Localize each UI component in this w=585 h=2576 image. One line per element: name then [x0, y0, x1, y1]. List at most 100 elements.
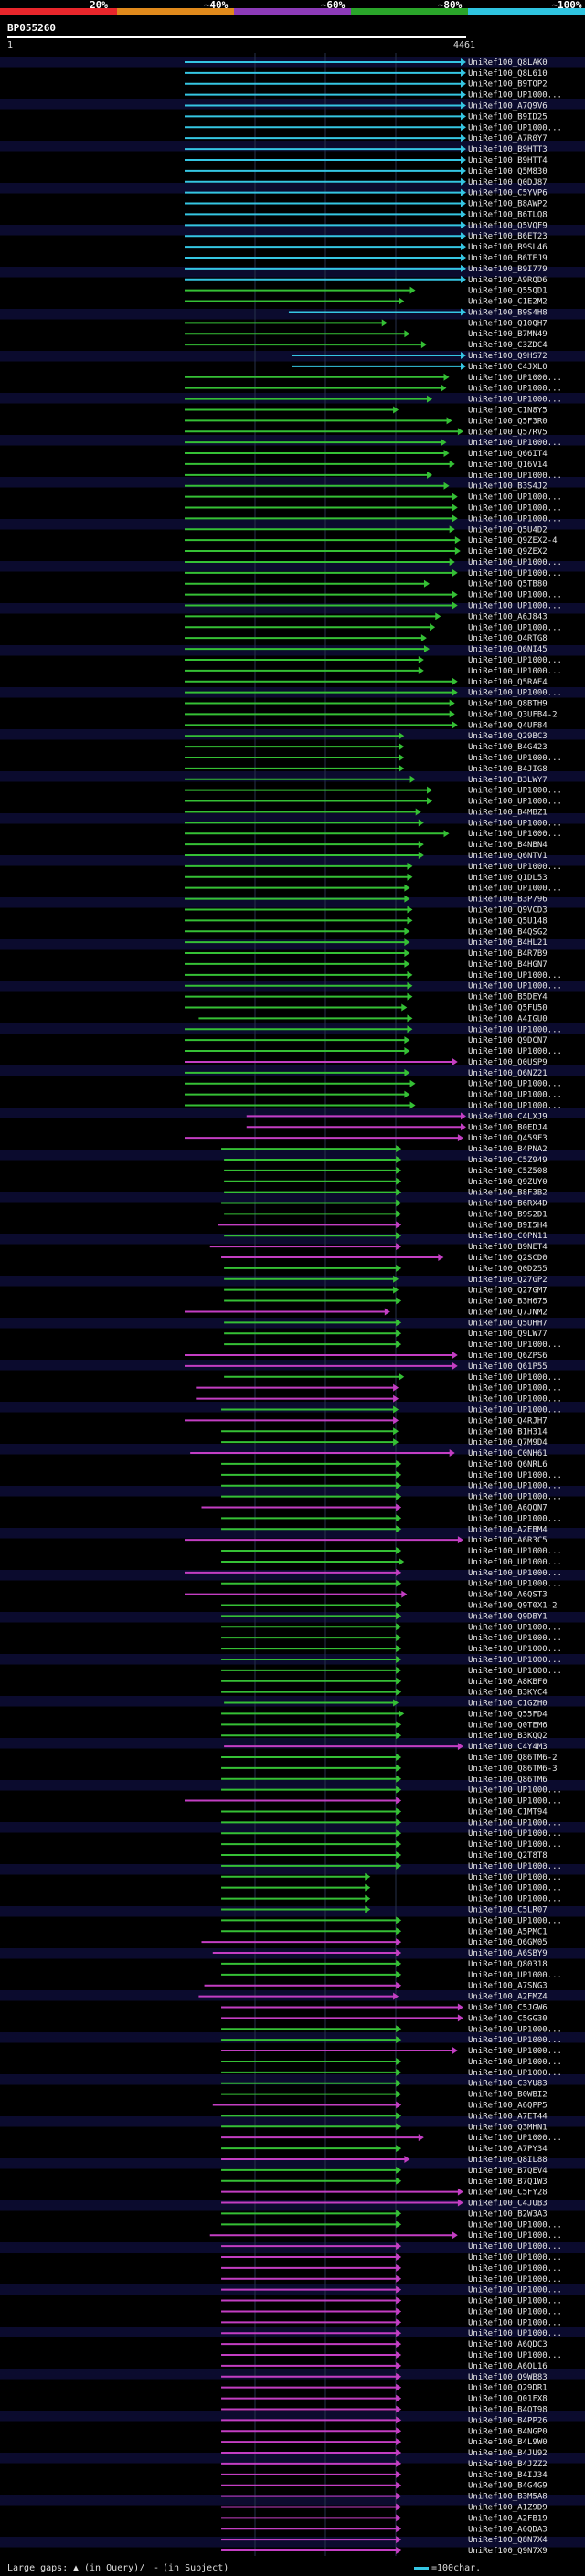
hit-label[interactable]: UniRef100_Q5M830: [468, 167, 548, 176]
hit-label[interactable]: UniRef100_B9SL46: [468, 243, 548, 252]
hit-label[interactable]: UniRef100_B4NGP0: [468, 2427, 548, 2436]
hit-label[interactable]: UniRef100_UP1000...: [468, 2286, 562, 2295]
hit-label[interactable]: UniRef100_Q66IT4: [468, 450, 548, 459]
hit-label[interactable]: UniRef100_C0NH61: [468, 1449, 548, 1458]
hit-label[interactable]: UniRef100_UP1000...: [468, 982, 562, 991]
hit-label[interactable]: UniRef100_B4MBZ1: [468, 808, 548, 817]
hit-label[interactable]: UniRef100_A2FMZ4: [468, 1993, 548, 2002]
hit-label[interactable]: UniRef100_B3S4J2: [468, 482, 548, 492]
hit-label[interactable]: UniRef100_Q8BTH9: [468, 700, 548, 709]
hit-label[interactable]: UniRef100_B4NBN4: [468, 841, 548, 850]
hit-label[interactable]: UniRef100_Q5U148: [468, 917, 548, 926]
hit-label[interactable]: UniRef100_B3H675: [468, 1298, 548, 1307]
hit-label[interactable]: UniRef100_Q10QH7: [468, 319, 548, 328]
hit-label[interactable]: UniRef100_C0PN11: [468, 1232, 548, 1241]
hit-label[interactable]: UniRef100_Q2SCD0: [468, 1254, 548, 1263]
hit-label[interactable]: UniRef100_B3LWY7: [468, 776, 548, 785]
hit-label[interactable]: UniRef100_UP1000...: [468, 2318, 562, 2327]
hit-label[interactable]: UniRef100_Q1DL53: [468, 874, 548, 883]
hit-label[interactable]: UniRef100_A6QL16: [468, 2362, 548, 2371]
hit-label[interactable]: UniRef100_Q6NI45: [468, 645, 548, 654]
hit-label[interactable]: UniRef100_Q6ZPS6: [468, 1352, 548, 1361]
hit-label[interactable]: UniRef100_B7QEV4: [468, 2167, 548, 2176]
hit-label[interactable]: UniRef100_UP1000...: [468, 91, 562, 101]
hit-label[interactable]: UniRef100_B3KYC4: [468, 1689, 548, 1698]
hit-label[interactable]: UniRef100_UP1000...: [468, 1971, 562, 1980]
hit-label[interactable]: UniRef100_B8AWP2: [468, 200, 548, 209]
hit-label[interactable]: UniRef100_UP1000...: [468, 1916, 562, 1925]
hit-label[interactable]: UniRef100_Q01FX8: [468, 2395, 548, 2404]
hit-label[interactable]: UniRef100_A7ET44: [468, 2112, 548, 2121]
hit-label[interactable]: UniRef100_UP1000...: [468, 1623, 562, 1632]
hit-label[interactable]: UniRef100_B5DEY4: [468, 993, 548, 1002]
hit-label[interactable]: UniRef100_UP1000...: [468, 1829, 562, 1839]
hit-label[interactable]: UniRef100_UP1000...: [468, 1091, 562, 1100]
hit-label[interactable]: UniRef100_Q9ZEX2-4: [468, 536, 558, 546]
hit-label[interactable]: UniRef100_Q86TM6: [468, 1776, 548, 1785]
hit-label[interactable]: UniRef100_Q5VQF9: [468, 221, 548, 230]
hit-label[interactable]: UniRef100_A9RQD6: [468, 276, 548, 285]
hit-label[interactable]: UniRef100_UP1000...: [468, 1471, 562, 1480]
hit-label[interactable]: UniRef100_B9S2D1: [468, 1210, 548, 1219]
hit-label[interactable]: UniRef100_A7R0Y7: [468, 134, 548, 143]
hit-label[interactable]: UniRef100_Q27GM7: [468, 1287, 548, 1296]
hit-label[interactable]: UniRef100_UP1000...: [468, 1493, 562, 1502]
hit-label[interactable]: UniRef100_A2FB19: [468, 2514, 548, 2523]
hit-label[interactable]: UniRef100_A6SBY9: [468, 1949, 548, 1958]
hit-label[interactable]: UniRef100_C5JGW6: [468, 2003, 548, 2012]
hit-label[interactable]: UniRef100_B6TLQ8: [468, 210, 548, 219]
hit-label[interactable]: UniRef100_UP1000...: [468, 1514, 562, 1523]
hit-label[interactable]: UniRef100_Q5U4D2: [468, 525, 548, 535]
hit-label[interactable]: UniRef100_Q8L610: [468, 69, 548, 79]
hit-label[interactable]: UniRef100_B9HTT4: [468, 156, 548, 165]
hit-label[interactable]: UniRef100_Q55QD1: [468, 287, 548, 296]
hit-label[interactable]: UniRef100_Q8N7X4: [468, 2536, 548, 2545]
hit-label[interactable]: UniRef100_Q5FU50: [468, 1003, 548, 1012]
hit-label[interactable]: UniRef100_UP1000...: [468, 2297, 562, 2306]
hit-label[interactable]: UniRef100_UP1000...: [468, 2253, 562, 2263]
hit-label[interactable]: UniRef100_UP1000...: [468, 2329, 562, 2338]
hit-label[interactable]: UniRef100_C1N8Y5: [468, 406, 548, 415]
hit-label[interactable]: UniRef100_UP1000...: [468, 2069, 562, 2078]
hit-label[interactable]: UniRef100_UP1000...: [468, 2134, 562, 2143]
hit-label[interactable]: UniRef100_B4JU92: [468, 2449, 548, 2458]
hit-label[interactable]: UniRef100_Q6NRL6: [468, 1460, 548, 1469]
hit-label[interactable]: UniRef100_B4HGN7: [468, 960, 548, 970]
hit-label[interactable]: UniRef100_Q86TM6-3: [468, 1765, 558, 1774]
hit-label[interactable]: UniRef100_B9TOP2: [468, 80, 548, 90]
hit-label[interactable]: UniRef100_B4QT98: [468, 2405, 548, 2414]
hit-label[interactable]: UniRef100_UP1000...: [468, 1384, 562, 1394]
hit-label[interactable]: UniRef100_UP1000...: [468, 591, 562, 600]
hit-label[interactable]: UniRef100_UP1000...: [468, 385, 562, 394]
hit-label[interactable]: UniRef100_B4R7B9: [468, 949, 548, 959]
hit-label[interactable]: UniRef100_UP1000...: [468, 396, 562, 405]
hit-label[interactable]: UniRef100_UP1000...: [468, 1047, 562, 1056]
hit-label[interactable]: UniRef100_A1Z9D9: [468, 2503, 548, 2512]
hit-label[interactable]: UniRef100_UP1000...: [468, 667, 562, 676]
hit-label[interactable]: UniRef100_A6QST3: [468, 1591, 548, 1600]
hit-label[interactable]: UniRef100_UP1000...: [468, 2047, 562, 2056]
hit-label[interactable]: UniRef100_B0WBI2: [468, 2091, 548, 2100]
hit-label[interactable]: UniRef100_Q4RJH7: [468, 1416, 548, 1426]
hit-label[interactable]: UniRef100_UP1000...: [468, 787, 562, 796]
hit-label[interactable]: UniRef100_UP1000...: [468, 2025, 562, 2034]
hit-label[interactable]: UniRef100_UP1000...: [468, 1667, 562, 1676]
hit-label[interactable]: UniRef100_Q5TB80: [468, 580, 548, 589]
hit-label[interactable]: UniRef100_B3P796: [468, 896, 548, 905]
hit-label[interactable]: UniRef100_UP1000...: [468, 1080, 562, 1089]
hit-label[interactable]: UniRef100_UP1000...: [468, 1634, 562, 1643]
hit-label[interactable]: UniRef100_Q6NZ21: [468, 1069, 548, 1078]
hit-label[interactable]: UniRef100_C4LXJ9: [468, 1112, 548, 1121]
hit-label[interactable]: UniRef100_Q5F3R0: [468, 417, 548, 426]
hit-label[interactable]: UniRef100_A7SNG3: [468, 1982, 548, 1991]
hit-label[interactable]: UniRef100_UP1000...: [468, 1818, 562, 1828]
hit-label[interactable]: UniRef100_C4JXL0: [468, 363, 548, 372]
hit-label[interactable]: UniRef100_Q0D255: [468, 1265, 548, 1274]
hit-label[interactable]: UniRef100_Q86TM6-2: [468, 1754, 558, 1763]
hit-label[interactable]: UniRef100_A4IGU0: [468, 1014, 548, 1023]
hit-label[interactable]: UniRef100_UP1000...: [468, 798, 562, 807]
hit-label[interactable]: UniRef100_B9HTT3: [468, 145, 548, 154]
hit-label[interactable]: UniRef100_B2W3A3: [468, 2210, 548, 2219]
hit-label[interactable]: UniRef100_B6TEJ9: [468, 254, 548, 263]
hit-label[interactable]: UniRef100_Q9LW77: [468, 1330, 548, 1339]
